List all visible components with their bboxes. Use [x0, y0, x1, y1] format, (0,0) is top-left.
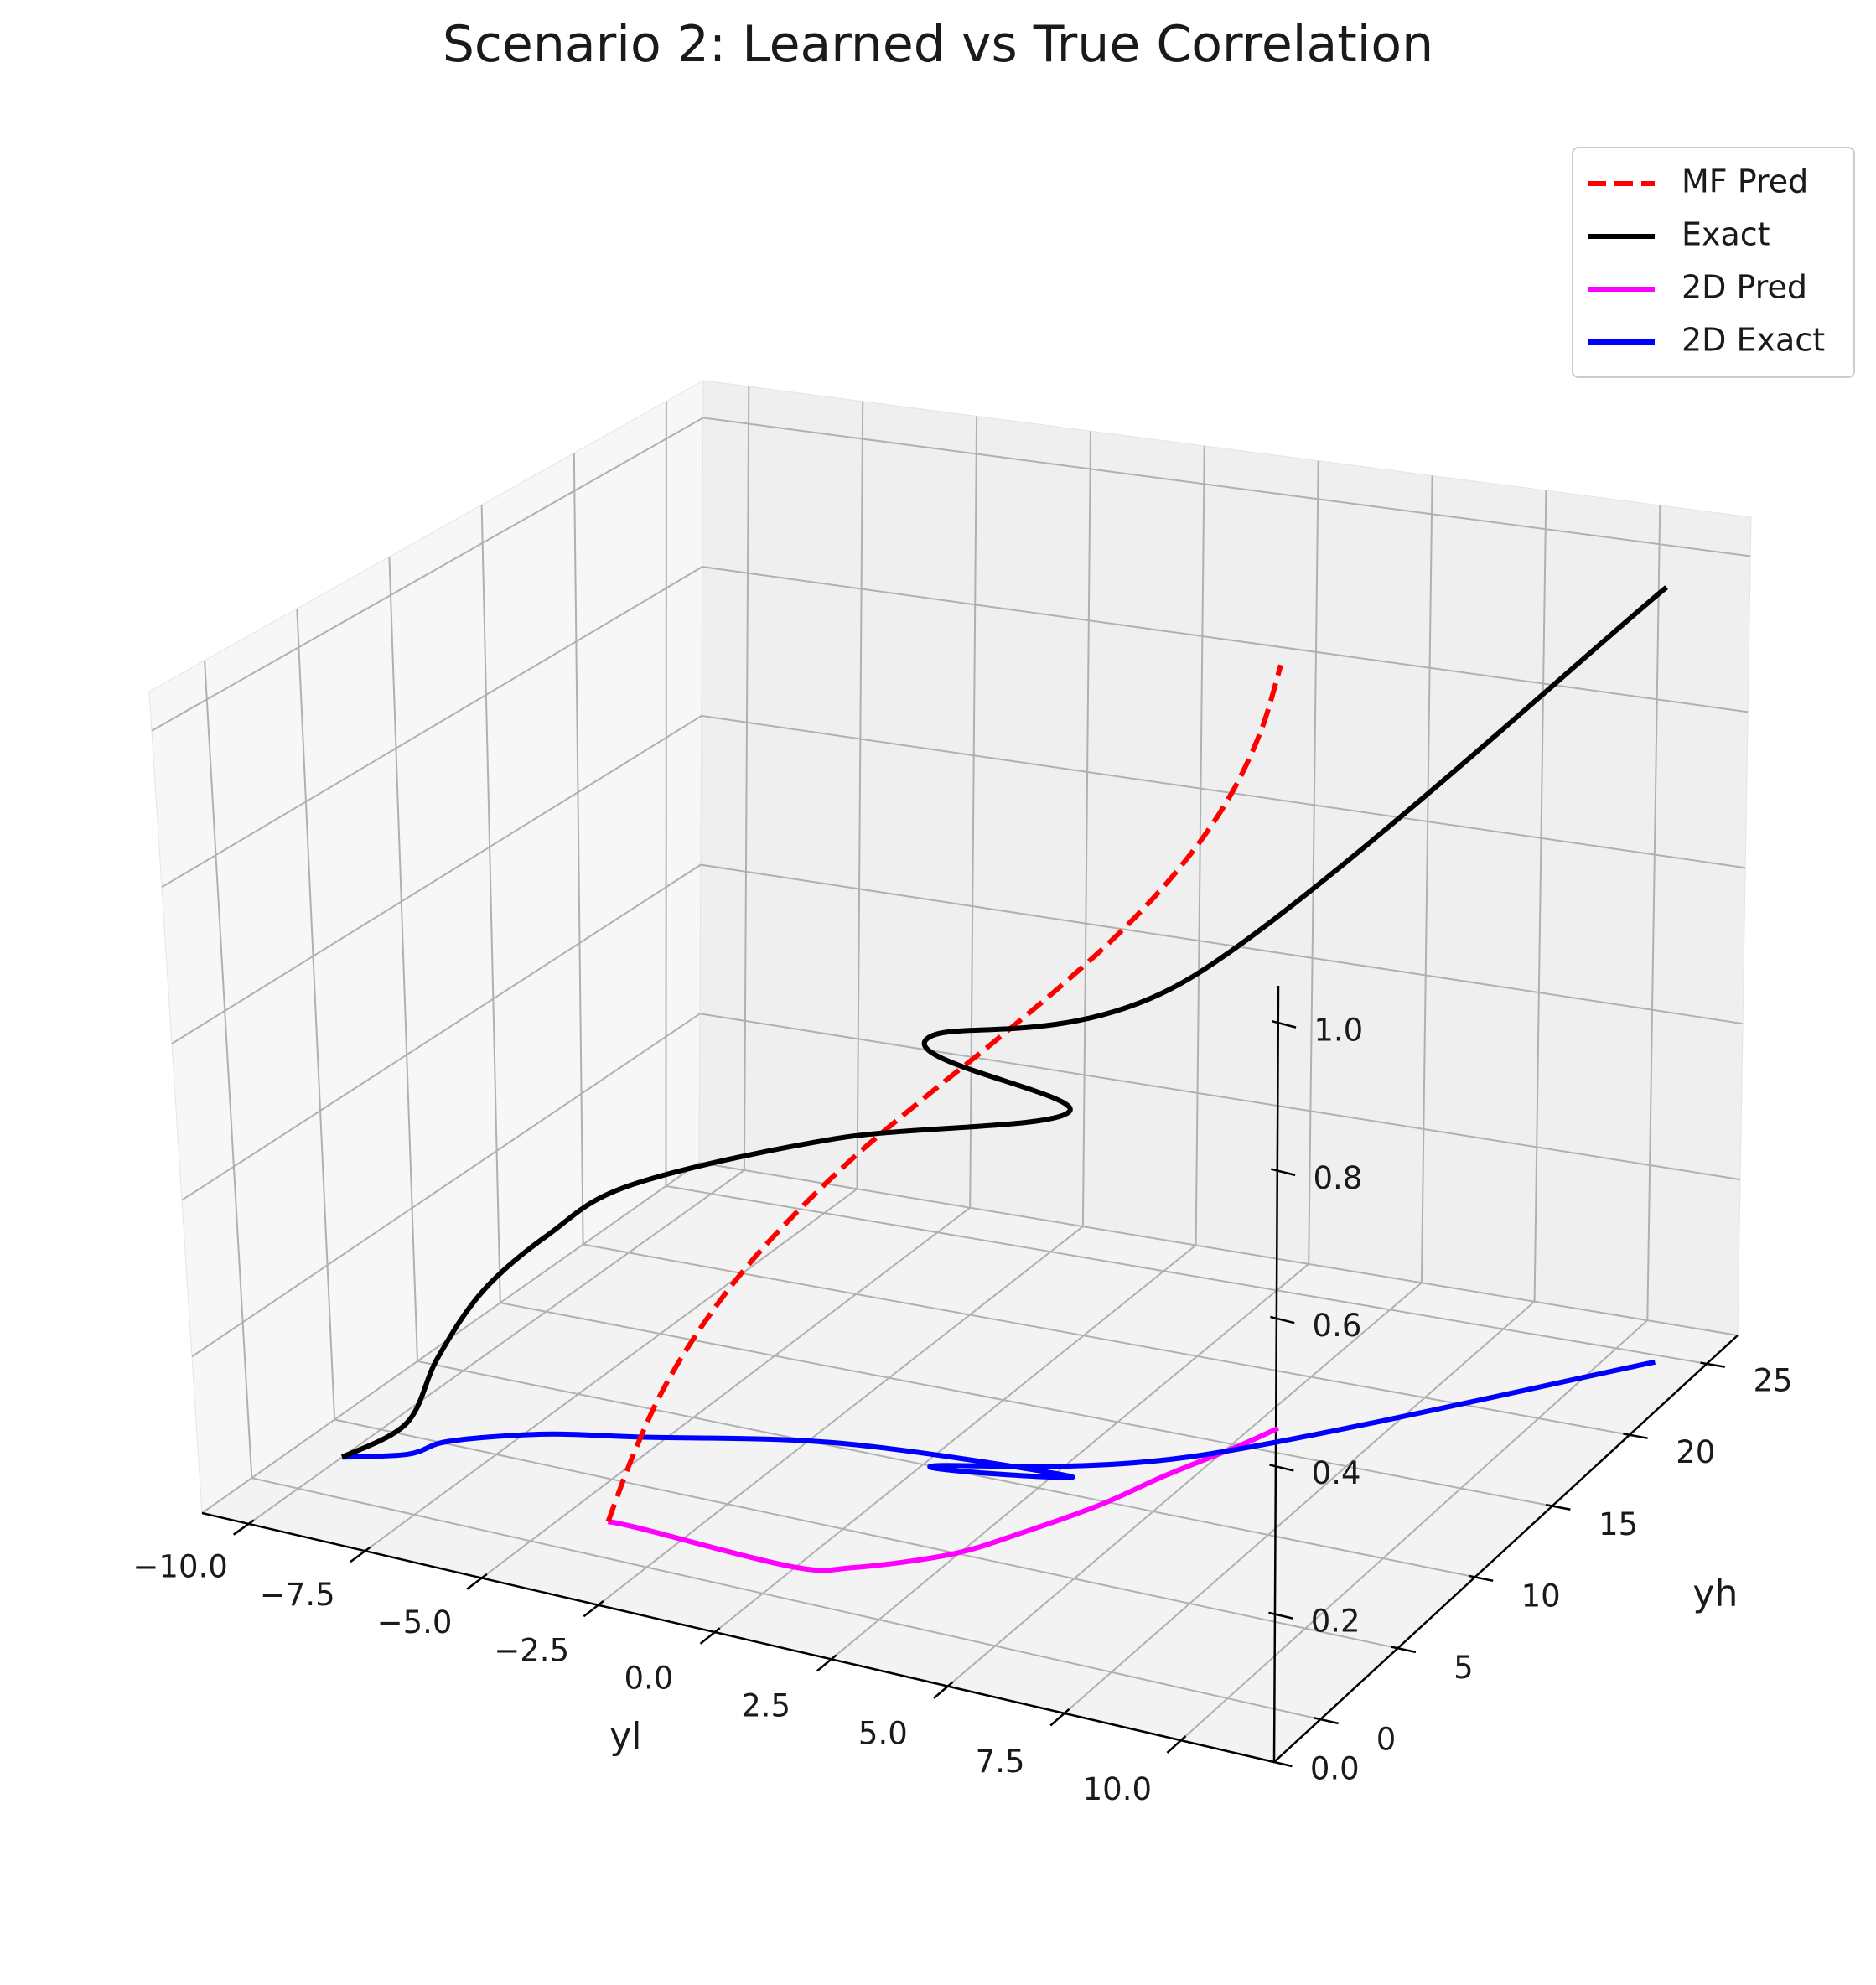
x-tick-label: 2.5 [741, 1688, 790, 1724]
z-axis-line [1272, 985, 1280, 1763]
z-grid-line [161, 566, 1749, 889]
legend-label: 2D Pred [1682, 269, 1807, 306]
x-tick-label: 0.0 [624, 1660, 673, 1696]
x-axis-label: yl [609, 1715, 641, 1758]
z-tick-label: 0.2 [1311, 1603, 1360, 1639]
z-tick-label: 0.6 [1313, 1308, 1362, 1344]
series-line-mf-pred [605, 664, 1283, 1523]
z-tick-mark [1270, 1315, 1295, 1324]
y-tick-label: 10 [1521, 1578, 1561, 1614]
x-tick-mark [933, 1681, 954, 1699]
y-tick-label: 15 [1599, 1506, 1638, 1542]
legend-label: Exact [1682, 216, 1770, 253]
x-tick-label: −10.0 [132, 1549, 227, 1585]
z-grid-line [191, 1013, 1741, 1358]
y-tick-mark [1314, 1717, 1340, 1725]
series-line-2d-exact [342, 1359, 1656, 1480]
y-tick-mark [1700, 1361, 1726, 1368]
x-tick-mark [350, 1546, 371, 1563]
x-tick-mark [232, 1519, 255, 1536]
x-tick-label: 5.0 [858, 1716, 908, 1752]
y-tick-mark [1623, 1433, 1648, 1439]
z-grid-line [201, 1161, 1739, 1514]
y-tick-label: 0 [1376, 1721, 1397, 1757]
axis-lines [201, 985, 1739, 1768]
chart-title: Scenario 2: Learned vs True Correlation [442, 15, 1434, 74]
x-tick-mark [583, 1600, 604, 1618]
x-tick-mark [1166, 1735, 1187, 1754]
x-tick-label: −2.5 [494, 1632, 569, 1668]
x-tick-mark [699, 1627, 721, 1645]
y-tick-mark [1546, 1503, 1571, 1511]
z-tick-mark [1271, 1019, 1297, 1029]
series-layer [340, 585, 1669, 1573]
z-tick-mark [1269, 1464, 1294, 1472]
legend-box [1572, 147, 1855, 378]
x-tick-label: 7.5 [976, 1744, 1025, 1780]
x-tick-mark [1049, 1708, 1070, 1727]
x-tick-mark [466, 1573, 488, 1590]
z-grid-line [181, 863, 1744, 1201]
x-tick-label: 10.0 [1083, 1771, 1152, 1807]
y-tick-label: 5 [1454, 1650, 1474, 1686]
z-tick-label: 0.4 [1312, 1455, 1361, 1491]
z-tick-mark [1267, 1760, 1293, 1768]
y-tick-mark [1468, 1574, 1494, 1583]
x-tick-mark [816, 1654, 837, 1672]
y-axis-line [1273, 1335, 1739, 1763]
legend: MF Pred Exact 2D Pred 2D Exact [1572, 147, 1855, 378]
tick-labels: −10.0 −7.5 −5.0 −2.5 0.0 2.5 5.0 7.5 10.0 0 5 10 15 2… [132, 1013, 1792, 1807]
y-tick-label: 20 [1676, 1434, 1715, 1470]
z-grid-line [151, 417, 1751, 732]
x-tick-label: −7.5 [260, 1577, 335, 1613]
y-axis-label: yh [1692, 1572, 1738, 1614]
z-tick-label: 0.0 [1310, 1750, 1360, 1786]
z-tick-label: 1.0 [1314, 1013, 1363, 1049]
series-line-exact [340, 585, 1669, 1459]
legend-label: 2D Exact [1682, 322, 1825, 359]
x-axis-line [201, 1511, 1275, 1764]
grid-lines [151, 386, 1751, 1741]
legend-label: MF Pred [1682, 163, 1808, 200]
z-tick-mark [1268, 1611, 1293, 1620]
series-line-2d-pred [607, 1426, 1280, 1573]
y-tick-mark [1391, 1646, 1417, 1654]
z-tick-label: 0.8 [1313, 1160, 1362, 1196]
z-tick-mark [1271, 1168, 1296, 1177]
x-tick-label: −5.0 [377, 1604, 453, 1640]
y-tick-label: 25 [1754, 1363, 1793, 1399]
